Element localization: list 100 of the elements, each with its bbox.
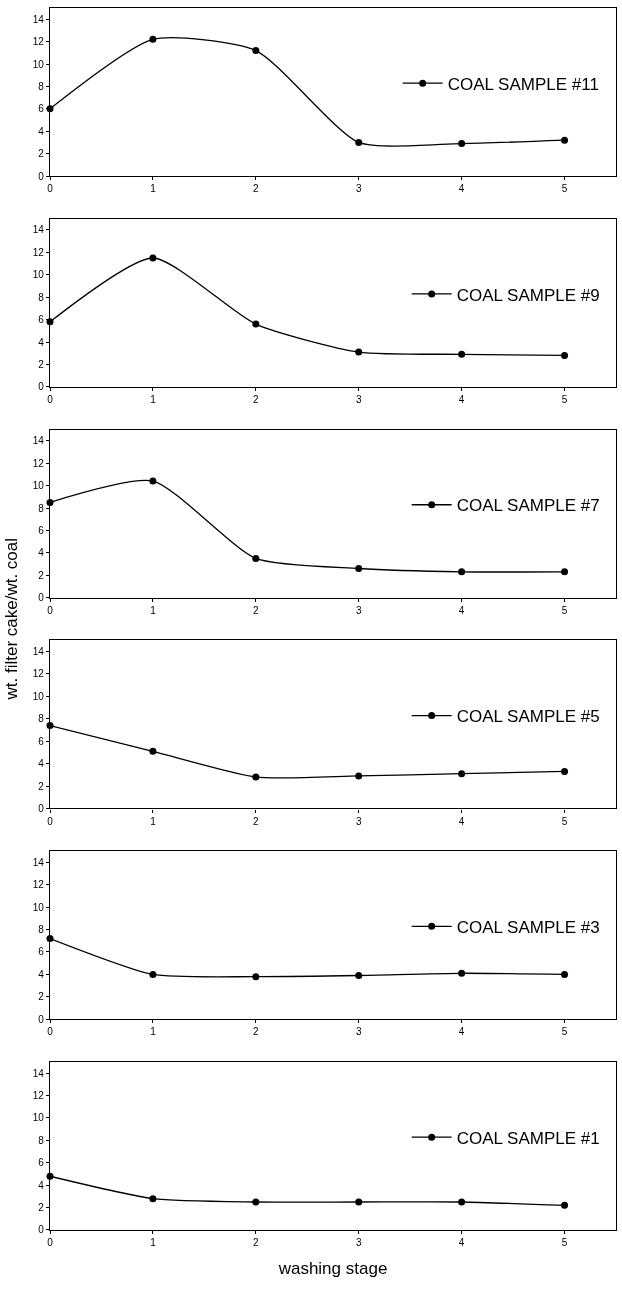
x-tick-label: 1	[150, 1026, 157, 1038]
point	[149, 477, 157, 485]
y-tick-label: 0	[38, 1224, 45, 1236]
y-tick-label: 12	[32, 668, 45, 680]
point	[458, 1198, 466, 1206]
x-tick-label: 4	[458, 183, 465, 195]
y-tick-label: 12	[32, 36, 45, 48]
y-tick-label: 10	[32, 480, 45, 492]
y-tick-label: 6	[38, 946, 45, 958]
y-tick-label: 10	[32, 690, 45, 702]
legend-label: COAL SAMPLE #1	[456, 1128, 600, 1148]
y-tick-label: 6	[38, 1157, 45, 1169]
x-tick-label: 0	[47, 393, 54, 405]
y-tick-label: 6	[38, 103, 45, 115]
x-tick-label: 0	[47, 604, 54, 616]
x-tick-label: 2	[253, 393, 260, 405]
x-tick-label: 4	[458, 393, 465, 405]
y-tick-label: 8	[38, 713, 45, 725]
x-tick-label: 1	[150, 1237, 157, 1249]
y-tick-label: 2	[38, 1202, 45, 1214]
point	[458, 770, 466, 778]
point	[355, 972, 363, 980]
x-tick-label: 3	[355, 815, 362, 827]
y-tick-label: 2	[38, 358, 45, 370]
y-tick-label: 6	[38, 314, 45, 326]
y-tick-label: 12	[32, 1090, 45, 1102]
x-tick-label: 0	[47, 1026, 54, 1038]
point	[252, 47, 260, 55]
y-tick-label: 14	[32, 646, 45, 658]
point	[252, 773, 260, 781]
x-tick-label: 3	[355, 1026, 362, 1038]
x-tick-label: 3	[355, 1237, 362, 1249]
y-tick-label: 14	[32, 224, 45, 236]
point	[149, 970, 157, 978]
y-tick-label: 2	[38, 991, 45, 1003]
y-tick-label: 8	[38, 1134, 45, 1146]
point	[149, 35, 157, 43]
y-tick-label: 4	[38, 968, 45, 980]
x-tick-label: 5	[561, 183, 568, 195]
legend-label: COAL SAMPLE #7	[456, 496, 600, 516]
point	[252, 554, 260, 562]
x-tick-label: 4	[458, 815, 465, 827]
x-tick-label: 2	[253, 604, 260, 616]
y-tick-label: 8	[38, 291, 45, 303]
y-tick-label: 8	[38, 924, 45, 936]
point	[561, 351, 569, 359]
x-tick-label: 5	[561, 393, 568, 405]
point	[355, 138, 363, 146]
x-tick-label: 1	[150, 604, 157, 616]
y-tick-label: 10	[32, 1112, 45, 1124]
point	[355, 348, 363, 356]
legend-label: COAL SAMPLE #5	[456, 707, 600, 727]
point	[561, 767, 569, 775]
point	[355, 564, 363, 572]
point	[458, 140, 466, 148]
point	[252, 1198, 260, 1206]
point	[149, 1195, 157, 1203]
y-tick-label: 2	[38, 569, 45, 581]
point	[561, 970, 569, 978]
point	[252, 320, 260, 328]
y-tick-label: 2	[38, 148, 45, 160]
point	[149, 254, 157, 262]
x-tick-label: 0	[47, 183, 54, 195]
x-tick-label: 2	[253, 1026, 260, 1038]
y-tick-label: 12	[32, 879, 45, 891]
x-tick-label: 5	[561, 1237, 568, 1249]
x-tick-label: 0	[47, 815, 54, 827]
y-tick-label: 8	[38, 80, 45, 92]
x-tick-label: 4	[458, 1026, 465, 1038]
y-axis-title: wt. filter cake/wt. coal	[1, 537, 21, 701]
x-tick-label: 1	[150, 183, 157, 195]
point	[561, 136, 569, 144]
y-tick-label: 4	[38, 758, 45, 770]
y-tick-label: 10	[32, 901, 45, 913]
legend-label: COAL SAMPLE #11	[447, 74, 599, 94]
point	[458, 350, 466, 358]
x-tick-label: 2	[253, 1237, 260, 1249]
y-tick-label: 8	[38, 502, 45, 514]
y-tick-label: 14	[32, 13, 45, 25]
y-tick-label: 0	[38, 592, 45, 604]
y-tick-label: 12	[32, 457, 45, 469]
point	[252, 973, 260, 981]
x-tick-label: 0	[47, 1237, 54, 1249]
x-tick-label: 4	[458, 604, 465, 616]
y-tick-label: 10	[32, 269, 45, 281]
y-tick-label: 0	[38, 802, 45, 814]
point	[458, 568, 466, 576]
point	[355, 1198, 363, 1206]
x-tick-label: 5	[561, 815, 568, 827]
y-tick-label: 14	[32, 856, 45, 868]
x-tick-label: 1	[150, 815, 157, 827]
y-tick-label: 6	[38, 735, 45, 747]
y-tick-label: 10	[32, 58, 45, 70]
y-tick-label: 0	[38, 381, 45, 393]
legend-label: COAL SAMPLE #9	[456, 285, 600, 305]
y-tick-label: 4	[38, 336, 45, 348]
x-axis-title: washing stage	[277, 1258, 388, 1278]
x-tick-label: 3	[355, 393, 362, 405]
point	[561, 1201, 569, 1209]
point	[458, 969, 466, 977]
